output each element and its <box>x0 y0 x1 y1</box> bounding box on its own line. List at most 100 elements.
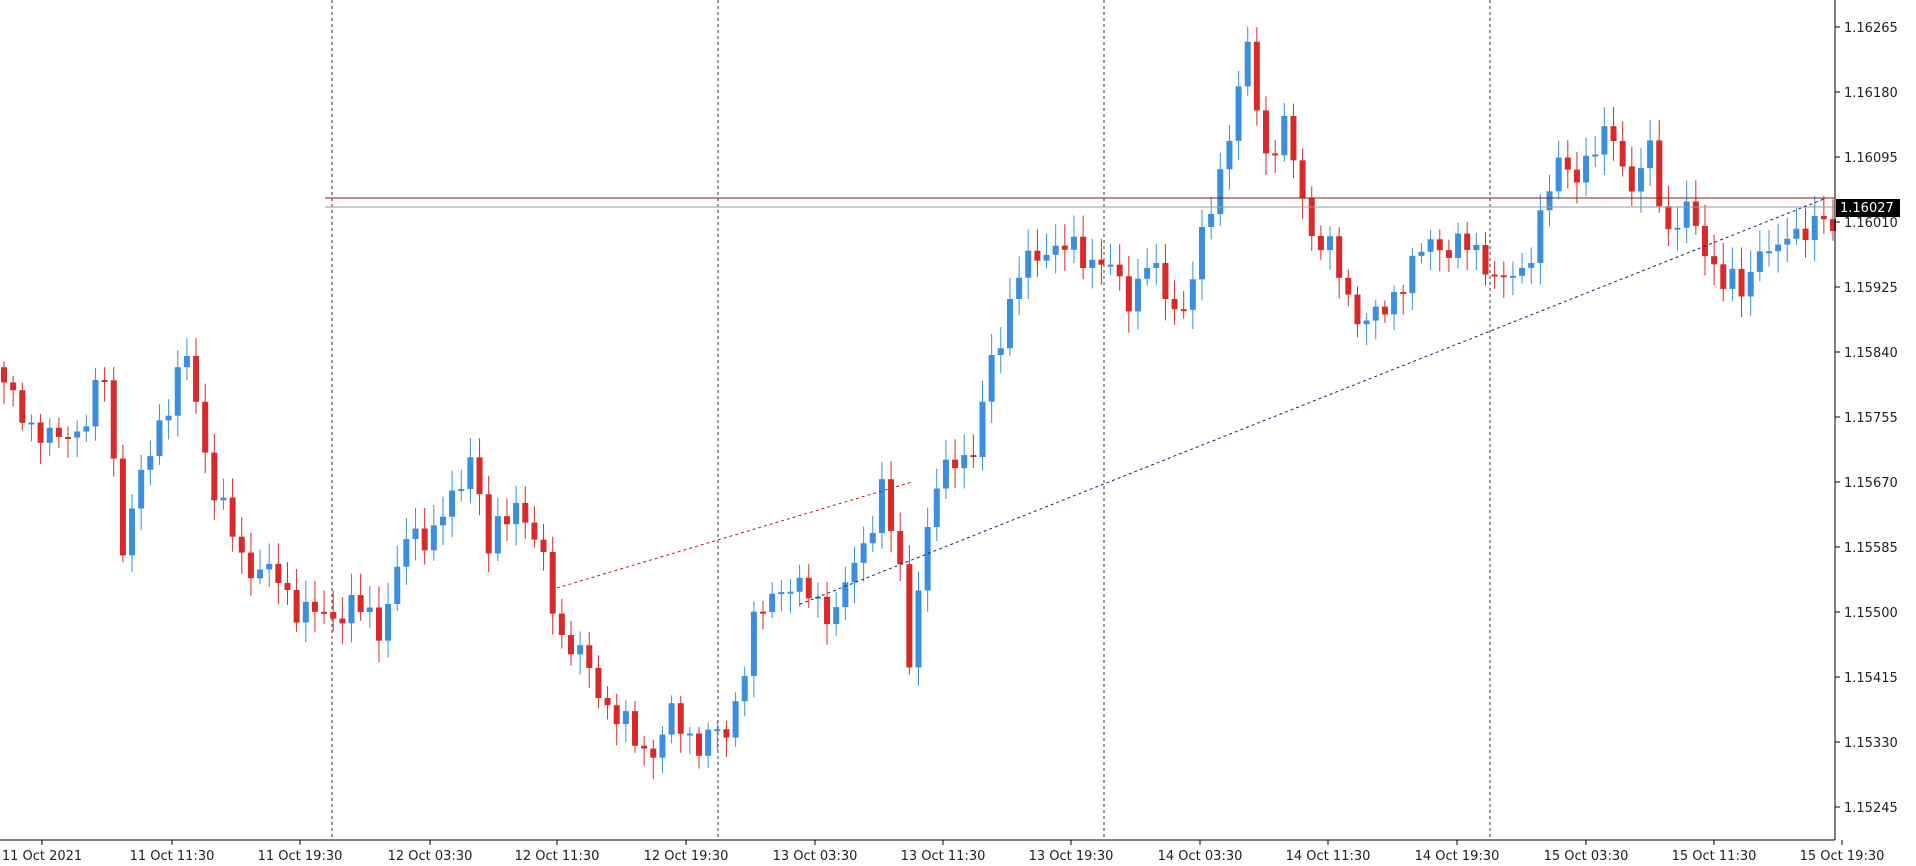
candle-body <box>760 611 767 614</box>
candle-body <box>1052 245 1059 255</box>
candle-body <box>357 595 364 613</box>
candle <box>979 380 986 471</box>
candle-body <box>778 592 785 595</box>
candle-body <box>1272 153 1279 156</box>
candle <box>805 564 812 608</box>
candle <box>202 383 209 474</box>
candle-body <box>1244 41 1251 87</box>
candle-body <box>1098 259 1105 265</box>
candle <box>293 568 300 633</box>
candle-body <box>1720 264 1727 289</box>
candle-body <box>1 367 7 383</box>
candle-body <box>1281 115 1288 156</box>
candle <box>1244 26 1251 96</box>
candle <box>74 420 81 458</box>
candle-body <box>1820 216 1827 220</box>
candle <box>412 507 419 561</box>
candle <box>247 532 254 596</box>
candle-body <box>650 748 657 758</box>
candle-body <box>970 455 977 458</box>
candle-body <box>1253 41 1260 111</box>
candle <box>1519 252 1526 284</box>
candle-body <box>558 613 565 636</box>
candle-body <box>467 457 474 490</box>
candle <box>686 727 693 755</box>
candle-body <box>385 603 392 641</box>
candle-body <box>1308 197 1315 236</box>
candle <box>339 597 346 645</box>
time-tick-label: 15 Oct 03:30 <box>1544 849 1629 864</box>
candle-body <box>567 635 574 655</box>
candle-body <box>696 733 703 756</box>
candle <box>613 693 620 746</box>
candle <box>1116 244 1123 291</box>
candle-body <box>924 527 931 591</box>
candle <box>1528 247 1535 285</box>
candle-body <box>1144 267 1151 279</box>
candle <box>1363 313 1370 346</box>
candle <box>906 545 913 675</box>
candle-body <box>348 595 355 624</box>
candle-body <box>595 667 602 699</box>
candle <box>357 573 364 621</box>
candle-body <box>531 522 538 540</box>
candle <box>284 562 291 605</box>
candle-body <box>1327 236 1334 251</box>
candle <box>129 493 136 573</box>
candle <box>705 722 712 768</box>
time-tick-label: 12 Oct 11:30 <box>515 849 600 864</box>
blue-trend-line <box>799 198 1825 605</box>
candle <box>1683 180 1690 244</box>
candle <box>1830 199 1836 241</box>
candle-body <box>513 502 520 525</box>
candle-body <box>942 459 949 489</box>
candle <box>183 338 190 380</box>
candle-body <box>1263 110 1270 154</box>
candle <box>1372 299 1379 340</box>
candle <box>193 338 200 414</box>
candle <box>1711 234 1718 286</box>
candle <box>1153 243 1160 285</box>
candle <box>394 545 401 612</box>
candle-body <box>1738 268 1745 297</box>
candle-body <box>1409 255 1416 294</box>
candle <box>1509 261 1516 296</box>
candle <box>147 440 154 486</box>
candle <box>769 582 776 619</box>
candle-body <box>28 422 35 425</box>
candle-body <box>1134 278 1141 312</box>
candle <box>83 414 90 442</box>
candle-body <box>1116 264 1123 277</box>
candle-body <box>878 479 885 534</box>
candle <box>997 327 1004 374</box>
candle-body <box>1299 160 1306 198</box>
candle <box>933 468 940 542</box>
candle-body <box>997 348 1004 355</box>
candle-body <box>1756 251 1763 272</box>
trend-lines <box>325 197 1835 605</box>
candle <box>311 580 318 633</box>
candle-body <box>833 607 840 625</box>
candle-body <box>366 607 373 613</box>
candle-body <box>787 591 794 594</box>
candle-body <box>1537 210 1544 263</box>
candle <box>1610 106 1617 161</box>
candle-body <box>55 427 62 437</box>
candle-body <box>238 536 245 553</box>
candle-body <box>1830 219 1836 231</box>
candle <box>1198 209 1205 301</box>
candle-body <box>897 530 904 565</box>
candles <box>1 26 1836 780</box>
candle-body <box>1016 277 1023 299</box>
candle-body <box>1006 298 1013 349</box>
candle-body <box>1070 236 1077 250</box>
candle-body <box>129 508 136 556</box>
candle <box>1619 121 1626 177</box>
candle <box>375 586 382 663</box>
candle <box>567 620 574 666</box>
symbol-info-bar <box>2 2 332 14</box>
candle-body <box>394 566 401 604</box>
candle <box>1784 217 1791 262</box>
candle <box>403 518 410 585</box>
